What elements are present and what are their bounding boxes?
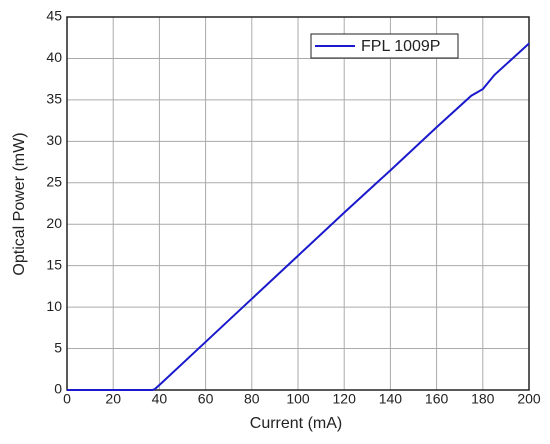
y-tick-label: 45 — [46, 8, 62, 24]
x-tick-label: 120 — [333, 391, 357, 407]
y-axis-label: Optical Power (mW) — [11, 132, 28, 275]
x-tick-label: 140 — [379, 391, 403, 407]
x-tick-label: 200 — [517, 391, 541, 407]
y-tick-label: 10 — [46, 298, 62, 314]
x-tick-label: 160 — [425, 391, 449, 407]
y-tick-label: 20 — [46, 215, 62, 231]
x-tick-label: 60 — [198, 391, 214, 407]
legend-label: FPL 1009P — [361, 38, 440, 55]
y-tick-label: 40 — [46, 49, 62, 65]
data-line — [67, 42, 530, 391]
x-tick-label: 40 — [152, 391, 168, 407]
x-tick-label: 20 — [105, 391, 121, 407]
x-tick-label: 80 — [244, 391, 260, 407]
plot-frame — [66, 16, 530, 391]
x-axis-label: Current (mA) — [250, 415, 342, 432]
y-tick-label: 5 — [54, 339, 62, 355]
y-tick-label: 35 — [46, 91, 62, 107]
y-tick-label: 25 — [46, 173, 62, 189]
x-tick-label: 100 — [286, 391, 310, 407]
y-tick-label: 0 — [54, 381, 62, 397]
x-tick-label: 0 — [63, 391, 71, 407]
y-tick-label: 30 — [46, 132, 62, 148]
y-tick-label: 15 — [46, 256, 62, 272]
x-tick-label: 180 — [471, 391, 495, 407]
